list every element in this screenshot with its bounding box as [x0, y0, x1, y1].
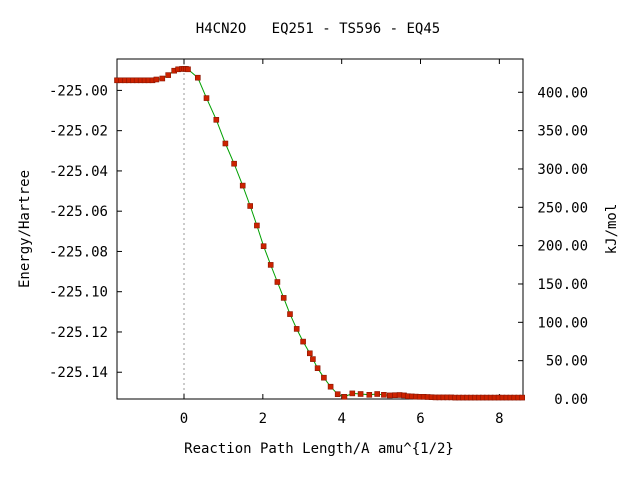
data-point	[381, 391, 387, 398]
plot-frame	[116, 58, 524, 400]
y-tick-label: -225.06	[49, 204, 108, 220]
x-tick-label: 4	[337, 411, 345, 427]
data-point	[519, 394, 526, 401]
data-point	[306, 350, 313, 357]
data-point	[267, 262, 274, 268]
data-point	[185, 66, 191, 73]
y2-tick-label: 150.00	[537, 277, 588, 293]
y-tick-label: -225.08	[49, 244, 108, 260]
data-point	[231, 160, 237, 167]
y-tick-label: -225.02	[49, 124, 108, 140]
y-tick-label: -225.12	[49, 325, 108, 341]
y2-tick-label: 100.00	[537, 315, 588, 331]
y2-tick-label: 400.00	[537, 85, 588, 101]
x-axis-label: Reaction Path Length/A amu^{1/2}	[184, 441, 454, 457]
y-axis-label-left: Energy/Hartree	[17, 170, 33, 288]
data-point	[374, 391, 381, 397]
y-tick-label: -225.10	[49, 285, 108, 301]
data-point	[254, 222, 260, 229]
data-point	[222, 140, 229, 147]
data-point	[310, 356, 316, 362]
x-tick-label: 6	[416, 411, 424, 427]
data-point	[203, 95, 210, 101]
data-point	[280, 295, 287, 301]
data-point	[274, 279, 281, 285]
data-point	[213, 117, 220, 123]
y-tick-label: -225.00	[49, 83, 108, 99]
chart-title: H4CN2O EQ251 - TS596 - EQ45	[196, 21, 440, 37]
y2-tick-label: 250.00	[537, 200, 588, 216]
y2-tick-label: 200.00	[537, 239, 588, 255]
y-axis-label-right: kJ/mol	[604, 204, 620, 255]
data-point	[392, 392, 398, 399]
data-point	[153, 76, 160, 83]
x-tick-label: 2	[259, 411, 267, 427]
data-point	[239, 182, 246, 189]
data-point	[300, 338, 306, 345]
y2-tick-label: 0.00	[554, 392, 588, 408]
data-point	[293, 326, 300, 332]
data-point	[314, 365, 321, 372]
series-line	[117, 68, 523, 399]
y-tick-label: -225.14	[49, 365, 108, 381]
data-point	[357, 391, 364, 397]
data-point	[159, 75, 166, 82]
data-point	[349, 390, 356, 397]
x-axis-ticks: 0 2 4 6 8	[180, 59, 504, 427]
y-tick-label: -225.04	[49, 164, 108, 180]
data-point	[195, 74, 201, 81]
data-point	[321, 374, 327, 381]
y2-tick-label: 300.00	[537, 162, 588, 178]
data-point	[366, 391, 373, 398]
x-tick-label: 8	[495, 411, 503, 427]
data-point	[327, 383, 334, 390]
data-point	[247, 203, 253, 209]
data-point	[287, 311, 293, 317]
data-point	[386, 392, 393, 399]
data-point	[341, 393, 348, 400]
data-point	[165, 72, 171, 78]
y-axis-ticks-left: -225.00 -225.02 -225.04 -225.06 -225.08 -225.…	[49, 83, 122, 381]
data-points	[114, 66, 526, 401]
y-axis-ticks-right: 0.00 50.00 100.00 150.00 200.00 250.00 300.00 3…	[518, 85, 588, 408]
x-tick-label: 0	[180, 411, 188, 427]
data-point	[334, 391, 341, 398]
data-point	[260, 243, 267, 249]
y2-tick-label: 50.00	[546, 354, 588, 370]
y2-tick-label: 350.00	[537, 124, 588, 140]
